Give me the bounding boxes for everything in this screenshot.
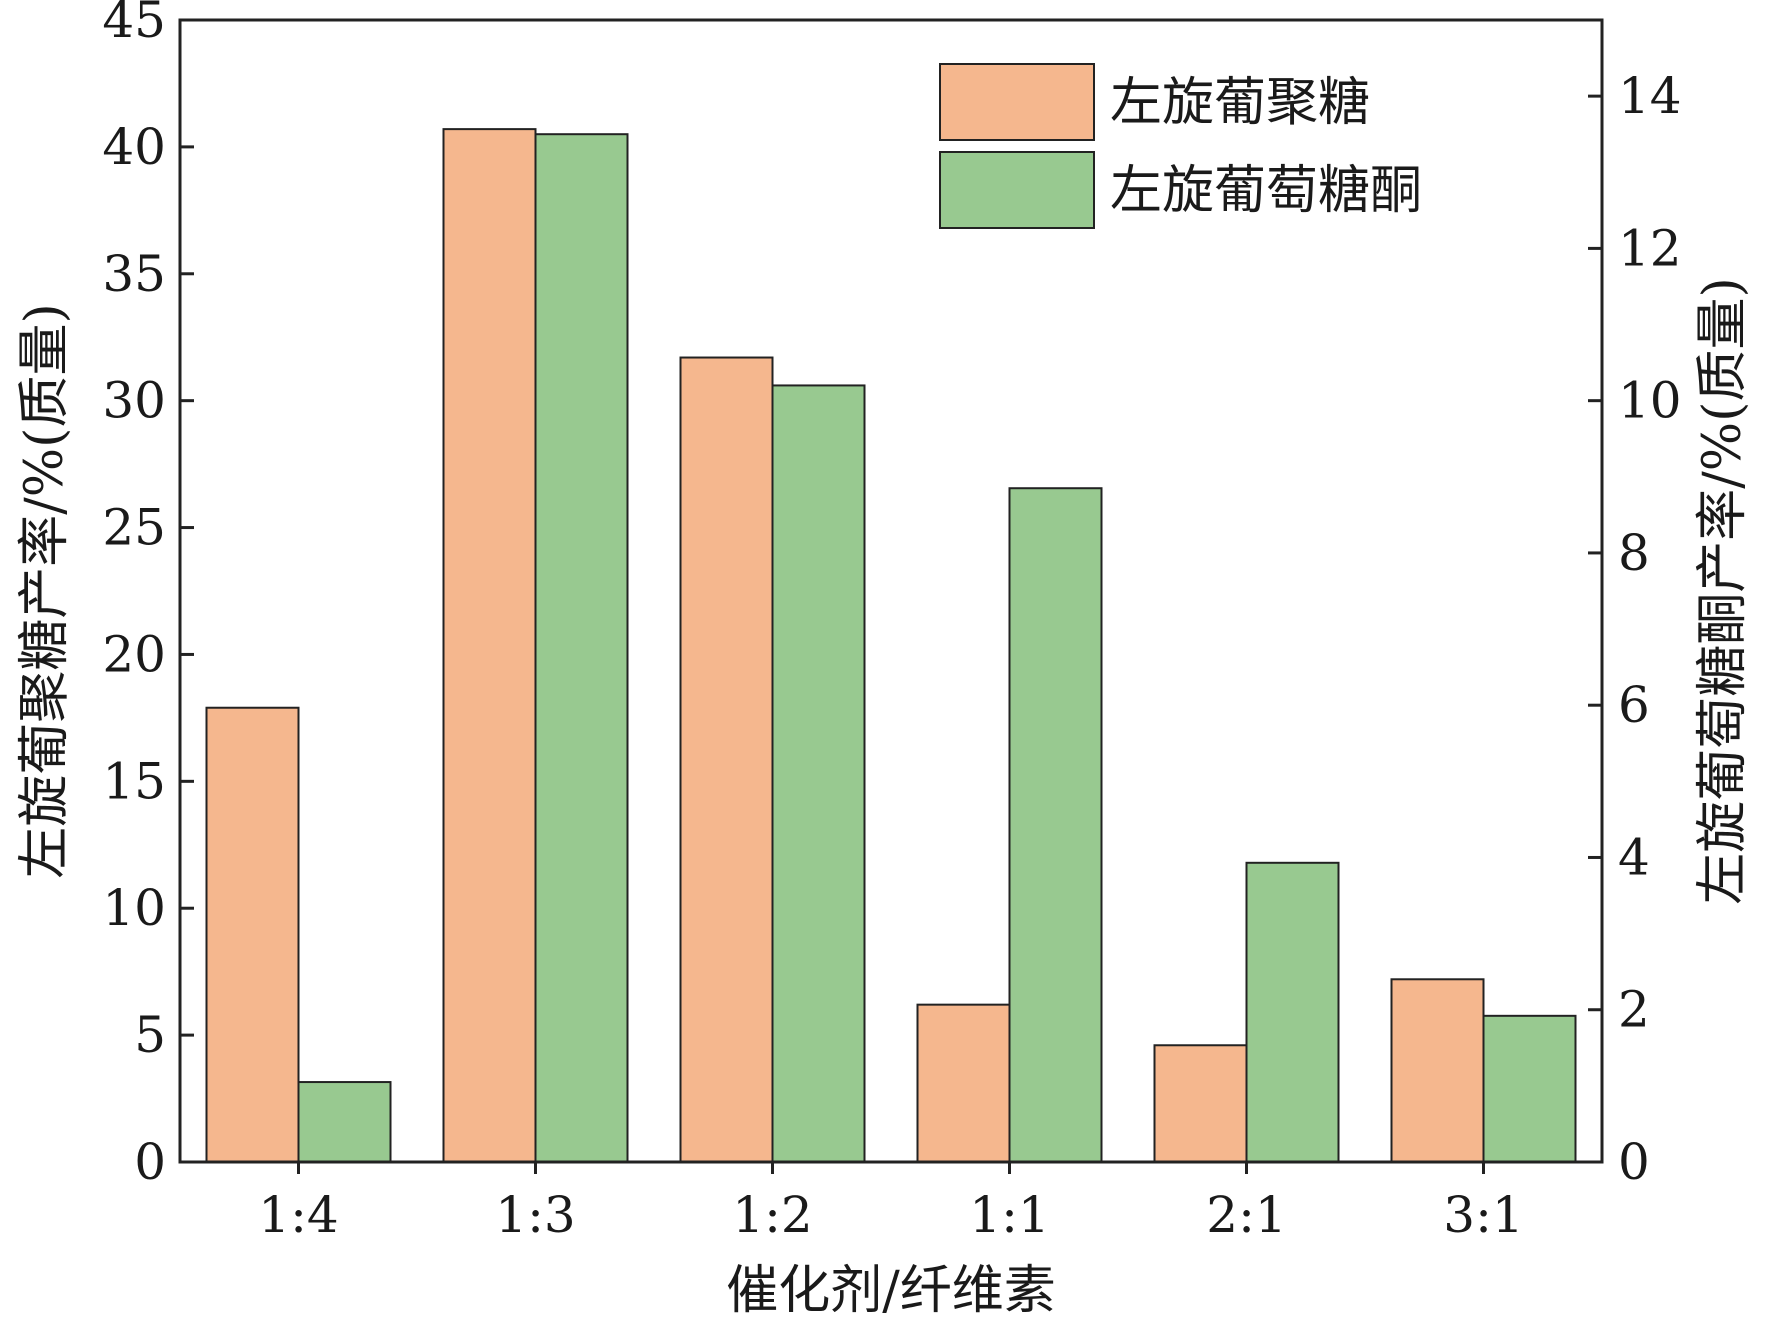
bar-levoglucosenone-1-2 xyxy=(771,384,866,1163)
x-tick-label-1-4: 1:4 xyxy=(258,1186,338,1244)
x-tick-label-1-1: 1:1 xyxy=(969,1186,1049,1244)
x-tick-label-3-1: 3:1 xyxy=(1443,1186,1523,1244)
bar-levoglucosenone-1-4 xyxy=(297,1081,392,1164)
y-tick-label-left: 30 xyxy=(102,372,166,430)
y-tick-label-left: 10 xyxy=(102,879,166,937)
legend-label-levoglucosenone: 左旋葡萄糖酮 xyxy=(1110,161,1422,221)
y-tick-label-right: 8 xyxy=(1618,524,1650,582)
y-tick-label-right: 4 xyxy=(1618,828,1650,886)
bar-levoglucosenone-1-3 xyxy=(534,133,629,1164)
ticks-layer: 0 5 10 15 20 25 30 35 40 45 0 2 4 6 8 10 12 14 1:4 1:3 1:2 1:… xyxy=(102,0,1681,1244)
bar-levoglucosenone-1-1 xyxy=(1008,487,1103,1164)
plot-frame xyxy=(178,18,1604,1164)
y-tick-label-left: 0 xyxy=(134,1133,166,1191)
bar-levoglucosan-3-1 xyxy=(1390,978,1485,1164)
bar-levoglucosan-1-1 xyxy=(916,1003,1011,1163)
y-tick-label-right: 14 xyxy=(1618,67,1682,125)
legend-swatch-levoglucosenone xyxy=(939,151,1095,229)
bar-levoglucosan-1-2 xyxy=(679,356,774,1164)
y-axis-title-right: 左旋葡萄糖酮产率/%(质量) xyxy=(1693,277,1753,905)
y-tick-label-left: 45 xyxy=(102,0,166,49)
y-tick-label-left: 40 xyxy=(102,118,166,176)
y-tick-label-left: 15 xyxy=(102,752,166,810)
y-tick-label-left: 35 xyxy=(102,245,166,303)
legend-label-levoglucosan: 左旋葡聚糖 xyxy=(1110,73,1370,133)
y-tick-label-left: 5 xyxy=(134,1006,166,1064)
y-tick-label-right: 10 xyxy=(1618,372,1682,430)
legend-swatch-levoglucosan xyxy=(939,63,1095,141)
x-axis-title: 催化剂/纤维素 xyxy=(726,1261,1056,1320)
y-axis-title-left: 左旋葡聚糖产率/%(质量) xyxy=(15,303,75,879)
bar-levoglucosan-1-4 xyxy=(205,706,300,1163)
y-tick-label-right: 0 xyxy=(1618,1133,1650,1191)
bars-layer xyxy=(205,128,1577,1164)
y-tick-label-left: 25 xyxy=(102,499,166,557)
bar-levoglucosenone-3-1 xyxy=(1482,1014,1577,1163)
y-tick-label-right: 2 xyxy=(1618,981,1650,1039)
y-tick-label-right: 12 xyxy=(1618,219,1682,277)
x-tick-label-1-3: 1:3 xyxy=(495,1186,575,1244)
x-tick-label-2-1: 2:1 xyxy=(1206,1186,1286,1244)
y-tick-label-left: 20 xyxy=(102,625,166,683)
x-tick-label-1-2: 1:2 xyxy=(732,1186,812,1244)
bar-levoglucosan-1-3 xyxy=(442,128,537,1164)
bar-levoglucosan-2-1 xyxy=(1153,1044,1248,1163)
bar-levoglucosenone-2-1 xyxy=(1245,861,1340,1164)
y-tick-label-right: 6 xyxy=(1618,676,1650,734)
